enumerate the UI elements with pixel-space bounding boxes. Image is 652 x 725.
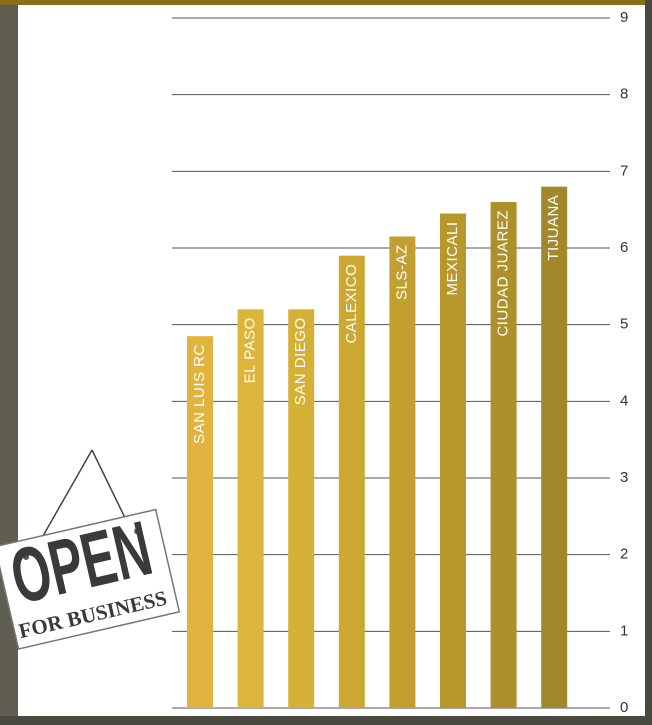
bar-label: EL PASO xyxy=(242,317,259,383)
bars: SAN LUIS RC EL PASO SAN DIEGO CALEXICO SLS-A… xyxy=(187,186,568,708)
sign-hole xyxy=(134,528,141,535)
bar xyxy=(237,309,264,708)
bar-label: SAN LUIS RC xyxy=(191,344,208,444)
sign-plate xyxy=(0,508,181,650)
y-tick-label: 9 xyxy=(620,9,628,26)
bar-label: MEXICALI xyxy=(444,222,461,296)
y-tick-label: 6 xyxy=(620,239,628,256)
bar-label: SAN DIEGO xyxy=(292,317,309,405)
y-tick-label: 8 xyxy=(620,86,628,103)
bar xyxy=(187,336,213,708)
bar xyxy=(338,255,365,708)
bar xyxy=(490,202,517,708)
y-tick-label: 3 xyxy=(620,469,628,486)
sign-string xyxy=(91,449,129,525)
y-tick-label: 7 xyxy=(620,162,628,179)
sign-string xyxy=(34,449,93,551)
y-tick-label: 5 xyxy=(620,316,628,333)
y-tick-label: 4 xyxy=(620,392,628,409)
bar-label: TIJUANA xyxy=(545,195,562,261)
right-border xyxy=(645,0,652,725)
bar xyxy=(288,309,315,708)
bar-label: SLS-AZ xyxy=(393,245,410,301)
y-tick-label: 0 xyxy=(620,699,628,716)
bar xyxy=(440,213,466,708)
y-tick-label: 1 xyxy=(620,622,628,639)
top-border xyxy=(0,0,652,5)
y-tick-label: 2 xyxy=(620,546,628,563)
bar xyxy=(389,236,416,708)
bar xyxy=(541,186,568,708)
bottom-border xyxy=(0,716,652,725)
bar-label: CALEXICO xyxy=(343,264,360,344)
bar-label: CIUDAD JUAREZ xyxy=(495,210,512,337)
sign-hole xyxy=(23,553,30,560)
